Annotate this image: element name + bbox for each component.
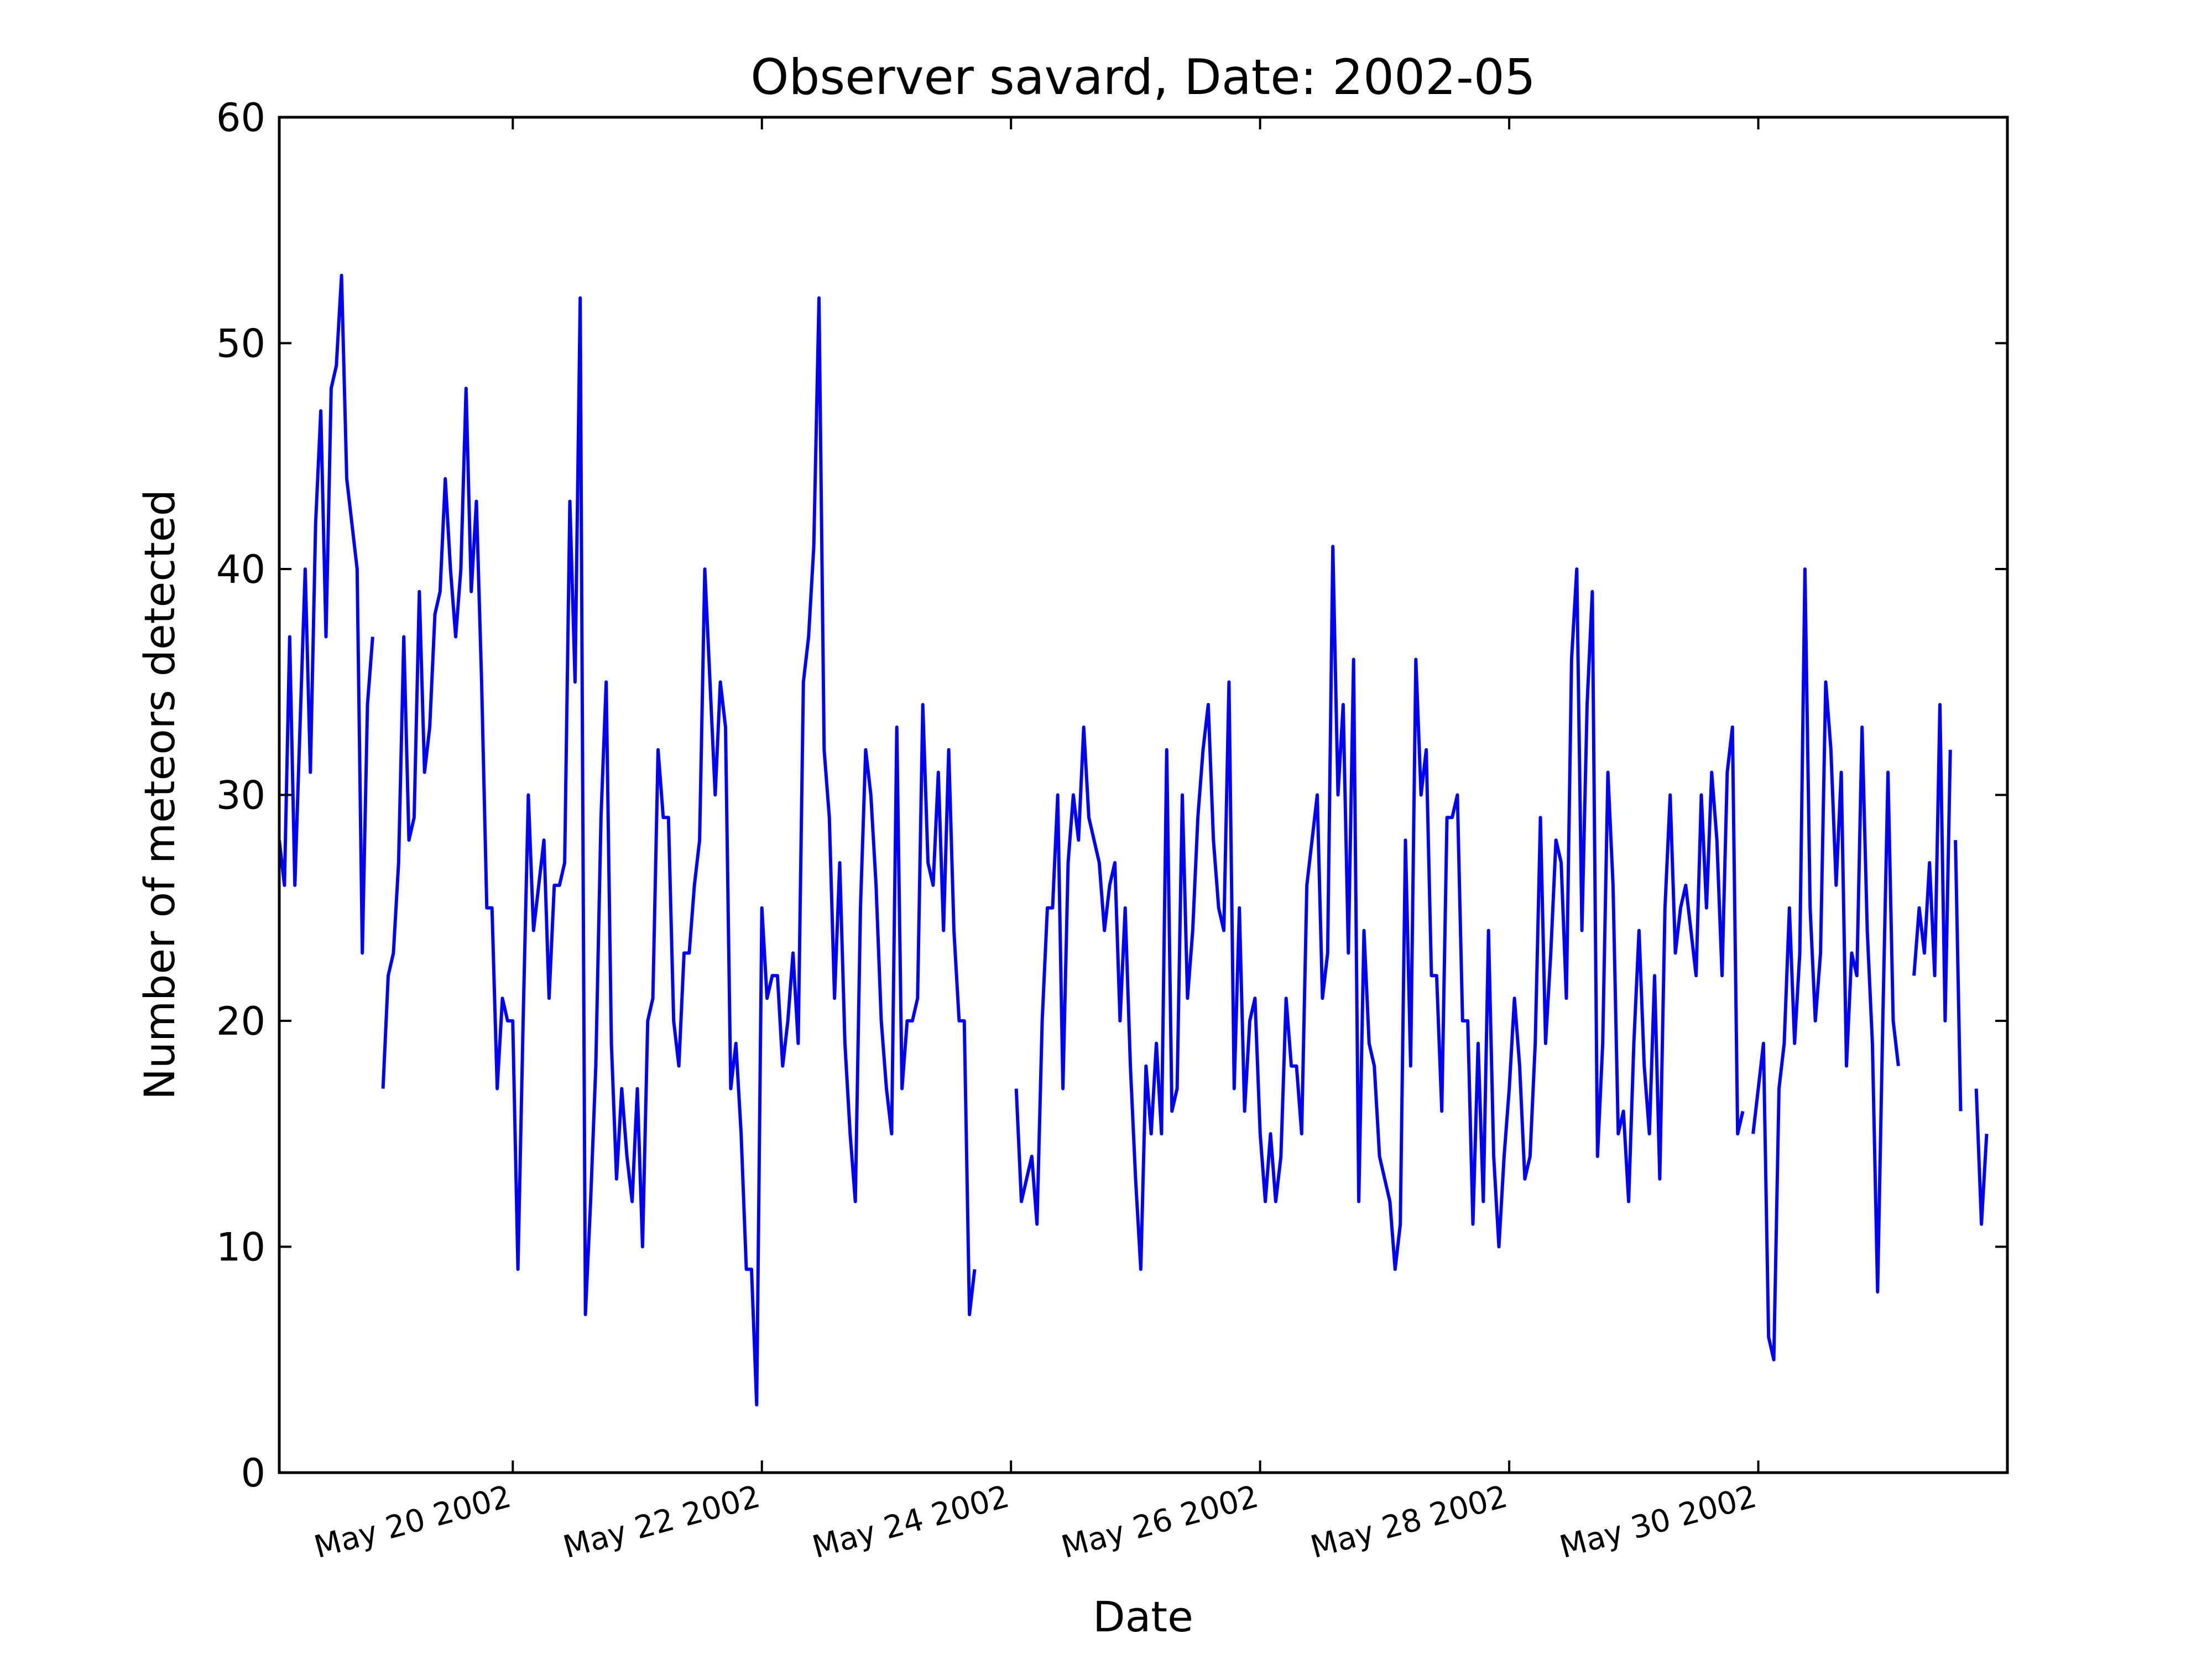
series-line-segment — [1974, 1088, 1989, 1226]
y-tick-label: 60 — [216, 95, 265, 140]
chart-title: Observer savard, Date: 2002-05 — [750, 49, 1536, 106]
y-tick-label: 20 — [216, 999, 265, 1044]
x-axis-label: Date — [1093, 1592, 1193, 1641]
y-axis-label: Number of meteors detected — [135, 489, 184, 1100]
y-tick-label: 10 — [216, 1225, 265, 1270]
y-tick-label: 0 — [241, 1451, 265, 1496]
axes-frame — [278, 116, 2009, 1474]
series-line-segment — [1751, 567, 1900, 1361]
y-tick-label: 40 — [216, 547, 265, 592]
y-tick-label: 50 — [216, 321, 265, 367]
series-line-segment — [279, 274, 374, 955]
series-line-segment — [1014, 545, 1745, 1271]
series-layer — [279, 274, 1989, 1407]
y-tick-label: 30 — [216, 773, 265, 818]
series-line-segment — [1954, 840, 1963, 1112]
series-line-segment — [381, 296, 977, 1407]
series-line-segment — [1912, 703, 1952, 1022]
